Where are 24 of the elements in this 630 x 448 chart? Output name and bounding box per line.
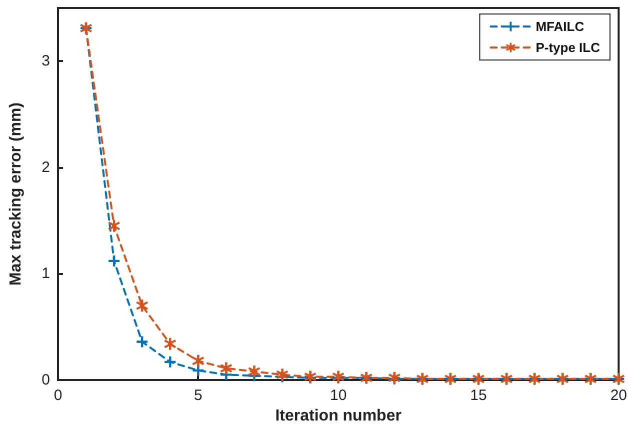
x-axis-title: Iteration number xyxy=(275,408,402,424)
legend-label: MFAILC xyxy=(536,19,585,34)
y-tick-label: 3 xyxy=(42,52,50,70)
y-tick-label: 2 xyxy=(42,158,50,176)
x-tick-label: 20 xyxy=(610,387,627,404)
y-tick-label: 0 xyxy=(42,372,50,388)
y-tick-label: 1 xyxy=(42,265,50,282)
point xyxy=(220,362,232,374)
point xyxy=(164,338,176,350)
x-tick-label: 10 xyxy=(330,387,347,404)
point xyxy=(136,300,148,312)
x-tick-label: 5 xyxy=(194,387,202,404)
legend-label: P-type ILC xyxy=(536,40,601,55)
point xyxy=(248,365,260,378)
x-tick-label: 15 xyxy=(470,387,487,404)
y-axis-title: Max tracking error (mm) xyxy=(8,102,24,286)
point xyxy=(192,354,204,367)
point xyxy=(276,368,288,381)
point xyxy=(164,356,176,368)
point xyxy=(192,364,204,376)
point xyxy=(108,220,120,232)
point xyxy=(108,255,120,266)
point xyxy=(136,336,148,348)
x-tick-label: 0 xyxy=(54,387,62,404)
